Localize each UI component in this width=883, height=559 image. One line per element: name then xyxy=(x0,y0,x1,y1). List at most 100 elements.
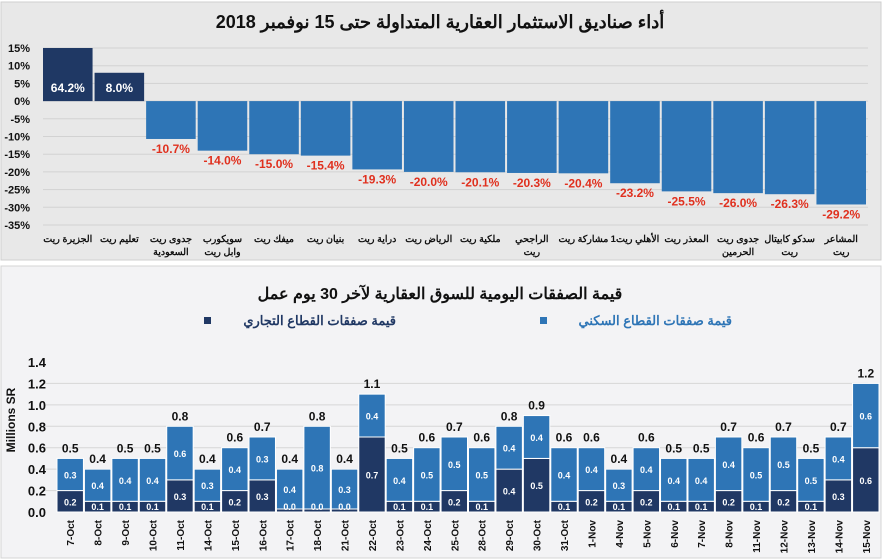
x-tick-label: 18-Oct xyxy=(313,519,324,551)
data-label-total: 0.8 xyxy=(172,409,189,423)
data-label-residential: 0.4 xyxy=(558,471,571,481)
data-label-residential: 0.4 xyxy=(695,476,708,486)
bar-residential xyxy=(687,457,715,502)
bar-residential xyxy=(385,457,414,502)
x-tick-label: 14-Oct xyxy=(203,519,214,551)
x-tick-label: الأهلي ريت1 xyxy=(611,233,660,245)
x-tick-label: الرياض ريت xyxy=(405,234,452,245)
data-label-residential: 0.4 xyxy=(146,476,159,486)
bar xyxy=(455,101,506,173)
data-label-residential: 0.3 xyxy=(256,454,269,464)
bar-commercial xyxy=(166,479,194,513)
data-label-total: 0.9 xyxy=(528,399,545,413)
bar-residential xyxy=(824,436,853,481)
x-tick-label: 30-Oct xyxy=(533,519,544,551)
data-label-residential: 0.5 xyxy=(805,476,818,486)
data-label-total: 0.4 xyxy=(89,452,106,466)
x-tick-label: 21-Oct xyxy=(341,519,352,551)
data-label-total: 0.5 xyxy=(803,441,820,455)
y-tick-label: 1.0 xyxy=(28,398,46,413)
bar-residential xyxy=(221,447,249,492)
bar xyxy=(558,101,609,174)
bar xyxy=(300,101,351,156)
data-label-residential: 0.3 xyxy=(613,481,626,491)
y-tick-label: 0.2 xyxy=(28,484,46,499)
data-label-residential: 0.3 xyxy=(64,471,77,481)
x-tick-label: 25-Oct xyxy=(450,519,461,551)
x-tick-label: ريت xyxy=(524,247,541,258)
x-tick-label: 8-Oct xyxy=(94,519,105,545)
bottom-chart-title: قيمة الصفقات اليومية للسوق العقارية لآخر… xyxy=(258,284,623,304)
data-label: -26.0% xyxy=(719,196,757,210)
bar-commercial xyxy=(852,447,880,513)
data-label: -23.2% xyxy=(616,186,654,200)
y-tick-label: 15% xyxy=(8,43,30,55)
bar-residential xyxy=(440,436,469,492)
data-label: -19.3% xyxy=(358,172,396,186)
bar-residential xyxy=(660,457,688,502)
bar-residential xyxy=(303,425,331,510)
bar xyxy=(403,101,454,172)
x-tick-label: تعليم ريت xyxy=(100,234,139,245)
bar xyxy=(197,101,248,151)
data-label-commercial: 0.1 xyxy=(613,502,626,512)
bar-residential xyxy=(413,447,441,502)
x-tick-label: 15-Oct xyxy=(231,519,242,551)
x-tick-label: سدكو كابيتال xyxy=(764,234,815,245)
data-label-residential: 0.4 xyxy=(832,454,845,464)
data-label-residential: 0.8 xyxy=(311,464,324,474)
data-label-commercial: 0.2 xyxy=(722,497,735,507)
data-label-commercial: 0.1 xyxy=(475,502,488,512)
bar-residential xyxy=(138,457,167,502)
data-label-commercial: 0.1 xyxy=(558,502,571,512)
data-label-total: 0.4 xyxy=(199,452,216,466)
data-label-total: 1.1 xyxy=(364,377,381,391)
x-tick-label: 10-Oct xyxy=(149,519,160,551)
x-tick-label: المعذر ريت xyxy=(664,234,709,245)
bar-residential xyxy=(468,447,496,502)
data-label-residential: 0.5 xyxy=(448,460,461,470)
data-label-total: 0.7 xyxy=(830,420,847,434)
x-tick-label: السعودية xyxy=(153,247,189,258)
y-tick-label: 0% xyxy=(14,96,30,108)
data-label-total: 0.6 xyxy=(226,431,243,445)
data-label-commercial: 0.1 xyxy=(146,502,159,512)
y-tick-label: 0.4 xyxy=(28,462,47,477)
x-tick-label: 17-Oct xyxy=(286,519,297,551)
bar-commercial xyxy=(824,479,853,513)
bar-residential xyxy=(550,447,578,502)
x-tick-label: الحرمين xyxy=(722,247,754,258)
x-tick-label: الجزيرة ريت xyxy=(43,234,92,245)
data-label-commercial: 0.2 xyxy=(448,497,461,507)
bar-residential xyxy=(769,436,798,492)
data-label-total: 0.5 xyxy=(117,441,134,455)
data-label-total: 0.6 xyxy=(583,431,600,445)
data-label-commercial: 0.1 xyxy=(91,502,104,512)
data-label: -25.5% xyxy=(668,194,706,208)
data-label-total: 0.4 xyxy=(611,452,628,466)
data-label-residential: 0.5 xyxy=(421,471,434,481)
bar-residential xyxy=(166,425,194,481)
y-tick-label: 1.4 xyxy=(28,355,47,370)
bar xyxy=(146,101,196,139)
bar-residential xyxy=(83,468,112,502)
data-label-residential: 0.4 xyxy=(585,465,598,475)
y-tick-label: 0.8 xyxy=(28,419,46,434)
x-tick-label: 11-Nov xyxy=(752,520,763,553)
data-label-commercial: 0.5 xyxy=(530,481,543,491)
data-label-commercial: 0.1 xyxy=(667,502,680,512)
bar xyxy=(43,48,93,102)
x-tick-label: مشاركة ريت xyxy=(558,234,608,245)
data-label-total: 0.6 xyxy=(638,431,655,445)
x-tick-label: ملكية ريت xyxy=(460,234,501,245)
x-tick-label: 9-Oct xyxy=(121,519,132,545)
data-label: -29.2% xyxy=(822,207,860,221)
data-label-total: 0.7 xyxy=(254,420,271,434)
bar xyxy=(713,101,763,194)
bar xyxy=(352,101,402,170)
data-label-residential: 0.6 xyxy=(174,449,187,459)
x-tick-label: جدوى ريت xyxy=(717,234,759,245)
data-label-total: 0.7 xyxy=(720,420,737,434)
y-tick-label: -20% xyxy=(4,167,30,179)
bar-residential xyxy=(852,382,880,449)
